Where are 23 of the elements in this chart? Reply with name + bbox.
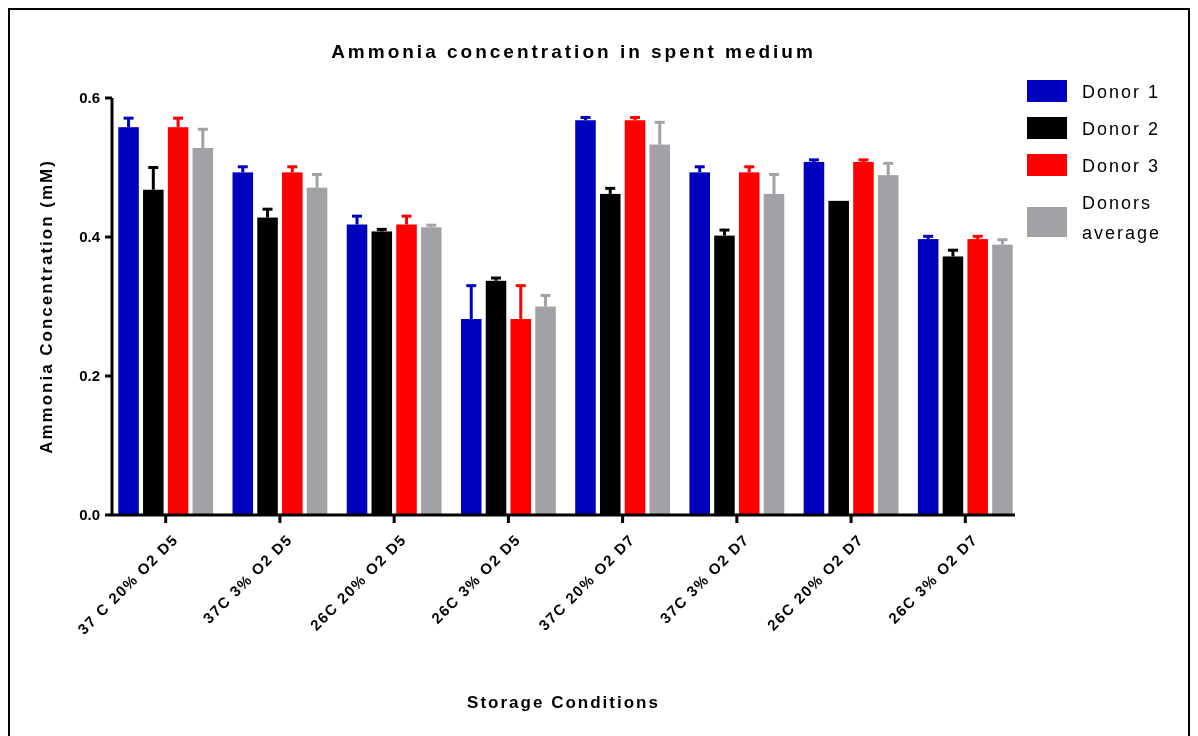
bar: [967, 239, 988, 515]
bar: [575, 120, 596, 515]
bar: [738, 172, 760, 515]
y-tick-label: 0.6: [79, 89, 100, 107]
y-tick-label: 0.4: [79, 228, 101, 246]
x-axis-title: Storage Conditions: [467, 693, 660, 712]
bar: [282, 172, 303, 515]
bar: [992, 244, 1013, 515]
bar: [853, 161, 874, 515]
bar: [232, 172, 254, 515]
legend-label: Donor 2: [1082, 119, 1161, 139]
legend-label: Donor 1: [1082, 82, 1161, 102]
legend-label: Donor 3: [1082, 156, 1161, 176]
bar: [624, 120, 646, 515]
bar: [421, 227, 442, 515]
bar: [917, 239, 939, 515]
bar: [803, 161, 825, 515]
chart-title: Ammonia concentration in spent medium: [331, 41, 816, 62]
bar: [689, 172, 710, 515]
y-axis-title: Ammonia Concentration (mM): [37, 159, 56, 454]
y-tick-label: 0.0: [79, 506, 100, 524]
legend-label: Donors average: [1082, 193, 1162, 243]
y-tick-label: 0.2: [79, 367, 100, 385]
